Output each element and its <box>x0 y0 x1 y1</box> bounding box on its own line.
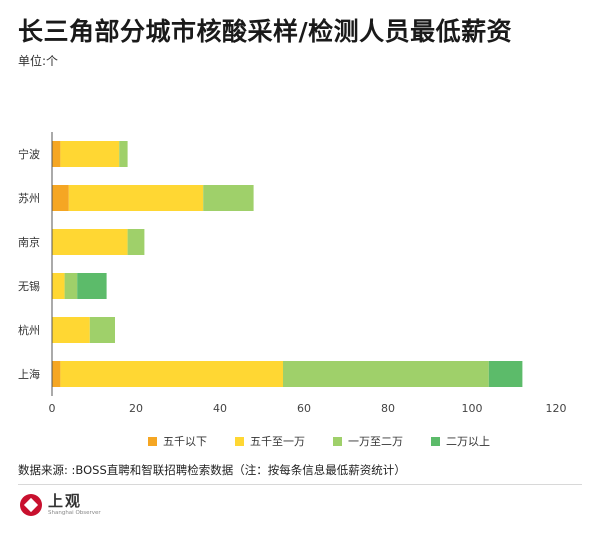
category-label: 南京 <box>18 235 40 249</box>
legend-item: 五千以下 <box>148 433 207 449</box>
category-label: 宁波 <box>18 147 40 161</box>
bar-segment <box>60 141 120 167</box>
category-label: 杭州 <box>18 323 40 337</box>
x-tick-label: 60 <box>297 402 311 415</box>
logo-subtitle: Shanghai Observer <box>48 510 101 516</box>
x-tick-label: 120 <box>546 402 567 415</box>
legend-label: 二万以上 <box>446 435 490 448</box>
legend-label: 五千以下 <box>163 435 207 448</box>
logo-icon <box>20 494 42 517</box>
bar-segment <box>283 361 489 387</box>
brand-logo: 上观 Shanghai Observer <box>20 494 101 517</box>
legend-swatch <box>431 436 440 446</box>
legend: 五千以下 五千至一万 一万至二万 二万以上 <box>148 433 490 449</box>
bar-segment <box>52 317 90 343</box>
legend-item: 二万以上 <box>431 433 490 449</box>
bar-segment <box>488 361 523 387</box>
x-tick-label: 80 <box>381 402 395 415</box>
category-label: 上海 <box>18 367 40 381</box>
x-tick-label: 100 <box>462 402 483 415</box>
bar-segment <box>127 229 145 255</box>
bar-segment <box>52 185 69 211</box>
x-tick-label: 40 <box>213 402 227 415</box>
legend-item: 五千至一万 <box>235 433 305 449</box>
bar-segment <box>52 141 61 167</box>
legend-label: 一万至二万 <box>348 435 403 448</box>
bar-segment <box>89 317 115 343</box>
source-note: 数据来源: :BOSS直聘和智联招聘检索数据（注：按每条信息最低薪资统计） <box>18 463 406 477</box>
bar-segment <box>64 273 78 299</box>
bar-segment <box>119 141 128 167</box>
legend-swatch <box>333 436 342 446</box>
bar-segment <box>203 185 254 211</box>
chart-title: 长三角部分城市核酸采样/检测人员最低薪资 <box>18 17 513 46</box>
legend-swatch <box>235 436 244 446</box>
category-label: 苏州 <box>18 192 40 205</box>
category-label: 无锡 <box>18 279 40 293</box>
x-tick-label: 0 <box>49 402 56 415</box>
bar-segment <box>77 273 107 299</box>
footer-divider <box>18 484 582 485</box>
x-tick-label: 20 <box>129 402 143 415</box>
legend-item: 一万至二万 <box>333 433 403 449</box>
bar-segment <box>52 229 128 255</box>
bar-segment <box>52 273 65 299</box>
bar-segment <box>68 185 204 211</box>
unit-label: 单位:个 <box>18 54 59 68</box>
legend-label: 五千至一万 <box>250 435 305 448</box>
logo-name: 上观 <box>48 492 83 510</box>
bar-segment <box>60 361 284 387</box>
legend-swatch <box>148 436 157 446</box>
bar-segment <box>52 361 61 387</box>
